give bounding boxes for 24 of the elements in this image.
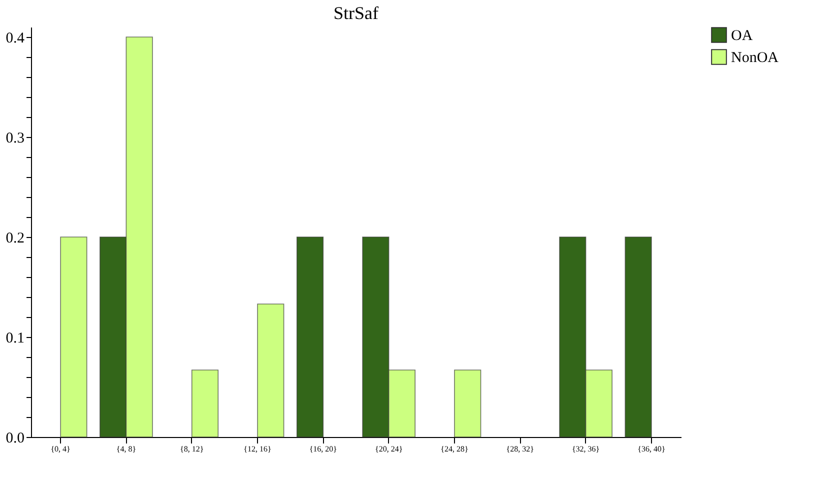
y-tick-label: 0.4 [6,30,25,46]
y-tick-label: 0.0 [6,430,24,446]
x-tick-label: {20, 24} [374,444,403,454]
x-tick-label: {4, 8} [116,444,136,454]
x-tick-label: {8, 12} [180,444,204,454]
x-tick-label: {24, 28} [440,444,468,454]
x-tick-label: {12, 16} [244,444,272,454]
x-tick-label: {36, 40} [638,444,666,454]
x-tick-label: {0, 4} [50,444,71,454]
x-tick-label: {16, 20} [309,444,338,454]
chart-title: StrSaf [334,3,379,23]
x-tick-label: {28, 32} [506,444,534,454]
y-tick-label: 0.3 [6,130,24,146]
legend-label: OA [731,28,753,44]
bar [624,236,652,438]
bar [296,236,324,438]
bar [454,370,482,438]
y-tick-label: 0.2 [6,230,24,246]
legend-label: NonOA [731,50,779,66]
bar [257,304,284,438]
x-tick-label: {32, 36} [572,444,600,454]
bar [191,370,219,438]
y-tick-label: 0.1 [6,330,24,346]
bar [60,236,88,438]
